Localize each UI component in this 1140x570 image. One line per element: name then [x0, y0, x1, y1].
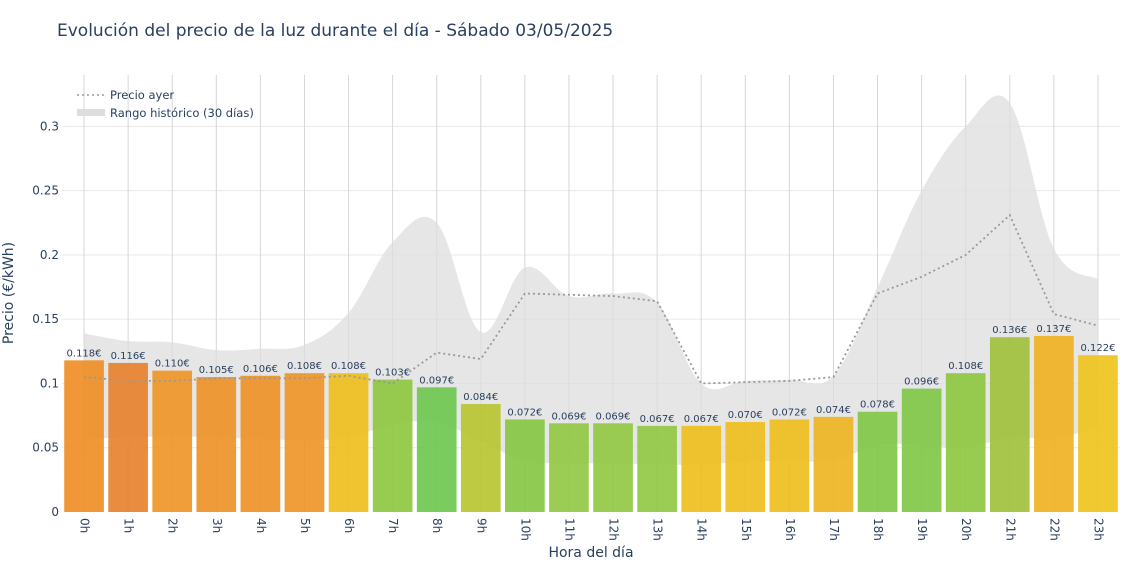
bar-value-label: 0.097€	[419, 375, 454, 386]
bar-value-label: 0.072€	[772, 407, 807, 418]
price-bar[interactable]	[196, 377, 237, 512]
historic-range-area	[84, 95, 1098, 465]
y-tick-label: 0.2	[40, 248, 59, 262]
bar-value-label: 0.096€	[904, 377, 939, 388]
x-tick-label: 13h	[651, 518, 665, 541]
bar-value-label: 0.069€	[596, 411, 631, 422]
x-tick-label: 9h	[474, 518, 488, 533]
bar-value-label: 0.108€	[948, 361, 983, 372]
price-bars	[64, 335, 1118, 512]
price-bar[interactable]	[769, 419, 810, 512]
y-axis: 0 0.05 0.1 0.15 0.2 0.25 0.3	[32, 119, 59, 519]
x-tick-label: 14h	[695, 518, 709, 541]
x-tick-label: 7h	[386, 518, 400, 533]
price-bar[interactable]	[857, 411, 898, 512]
bar-value-label: 0.067€	[684, 414, 719, 425]
price-bar[interactable]	[64, 360, 104, 512]
bar-value-label: 0.110€	[155, 359, 190, 370]
price-bar[interactable]	[945, 373, 986, 512]
price-bar[interactable]	[328, 373, 369, 512]
x-tick-label: 2h	[166, 518, 180, 533]
x-tick-label: 18h	[871, 518, 885, 541]
x-tick-label: 20h	[959, 518, 973, 541]
x-tick-label: 23h	[1091, 518, 1105, 541]
bar-value-label: 0.103€	[375, 368, 410, 379]
price-bar[interactable]	[549, 423, 589, 512]
y-tick-label: 0.3	[40, 119, 59, 133]
x-tick-label: 17h	[827, 518, 841, 541]
legend[interactable]: Precio ayer Rango histórico (30 días)	[77, 88, 254, 120]
x-tick-label: 19h	[915, 518, 929, 541]
x-tick-label: 6h	[342, 518, 356, 533]
legend-item-yesterday[interactable]: Precio ayer	[110, 88, 174, 102]
legend-band-swatch	[77, 109, 105, 116]
x-tick-label: 4h	[254, 518, 268, 533]
price-bar[interactable]	[505, 419, 545, 512]
price-bar[interactable]	[284, 373, 325, 512]
price-bar[interactable]	[372, 379, 413, 512]
bar-value-label: 0.084€	[463, 392, 498, 403]
bar-value-label: 0.105€	[199, 365, 234, 376]
bar-value-label: 0.070€	[728, 410, 763, 421]
chart-title: Evolución del precio de la luz durante e…	[57, 21, 614, 41]
bar-value-label: 0.078€	[860, 400, 895, 411]
bar-value-label: 0.074€	[816, 405, 851, 416]
x-tick-label: 11h	[562, 518, 576, 541]
bar-value-label: 0.122€	[1080, 343, 1115, 354]
price-bar[interactable]	[1034, 335, 1074, 512]
x-tick-label: 0h	[78, 518, 92, 533]
bar-value-label: 0.069€	[551, 411, 586, 422]
yesterday-price-polyline	[83, 213, 1099, 385]
bar-value-label: 0.116€	[111, 351, 146, 362]
price-bar[interactable]	[681, 425, 722, 512]
x-tick-label: 16h	[783, 518, 797, 541]
x-tick-label: 8h	[430, 518, 444, 533]
price-bar[interactable]	[108, 362, 148, 512]
yesterday-price-line	[83, 213, 1099, 385]
x-tick-label: 1h	[122, 518, 136, 533]
y-tick-label: 0.15	[32, 312, 59, 326]
y-tick-label: 0.1	[40, 376, 59, 390]
price-bar[interactable]	[813, 416, 854, 512]
bar-value-label: 0.108€	[287, 361, 322, 372]
x-tick-label: 15h	[739, 518, 753, 541]
x-tick-label: 10h	[518, 518, 532, 541]
y-axis-title: Precio (€/kWh)	[1, 242, 17, 344]
price-bar[interactable]	[637, 425, 677, 512]
bar-value-label: 0.108€	[331, 361, 366, 372]
price-bar[interactable]	[1078, 355, 1118, 512]
y-tick-label: 0	[51, 505, 59, 519]
price-bar[interactable]	[989, 337, 1030, 512]
bar-value-label: 0.072€	[507, 407, 542, 418]
bar-value-labels: 0.118€ 0.116€ 0.110€ 0.105€ 0.106€ 0.108€ 0.10…	[67, 324, 1116, 425]
x-axis-title: Hora del día	[548, 545, 633, 561]
bar-value-label: 0.136€	[992, 325, 1027, 336]
x-tick-label: 21h	[1003, 518, 1017, 541]
historic-range-band	[84, 95, 1098, 465]
price-bar[interactable]	[416, 387, 457, 512]
x-tick-label: 12h	[607, 518, 621, 541]
price-bar[interactable]	[725, 422, 766, 512]
legend-item-historic-range[interactable]: Rango histórico (30 días)	[110, 106, 254, 120]
bar-value-label: 0.118€	[67, 348, 102, 359]
y-tick-label: 0.05	[32, 441, 59, 455]
x-tick-label: 5h	[298, 518, 312, 533]
x-tick-label: 22h	[1047, 518, 1061, 541]
y-tick-label: 0.25	[32, 184, 59, 198]
price-bar[interactable]	[240, 375, 281, 512]
x-tick-label: 3h	[210, 518, 224, 533]
price-bar[interactable]	[593, 423, 633, 512]
bar-value-label: 0.137€	[1036, 324, 1071, 335]
bar-value-label: 0.067€	[640, 414, 675, 425]
price-bar[interactable]	[460, 404, 501, 512]
bar-value-label: 0.106€	[243, 364, 278, 375]
price-bar[interactable]	[901, 388, 942, 512]
x-axis: 0h 1h 2h 3h 4h 5h 6h 7h 8h 9h 10h 11h 12h 13h 14h 15h 16…	[78, 518, 1106, 541]
price-bar[interactable]	[152, 370, 193, 512]
